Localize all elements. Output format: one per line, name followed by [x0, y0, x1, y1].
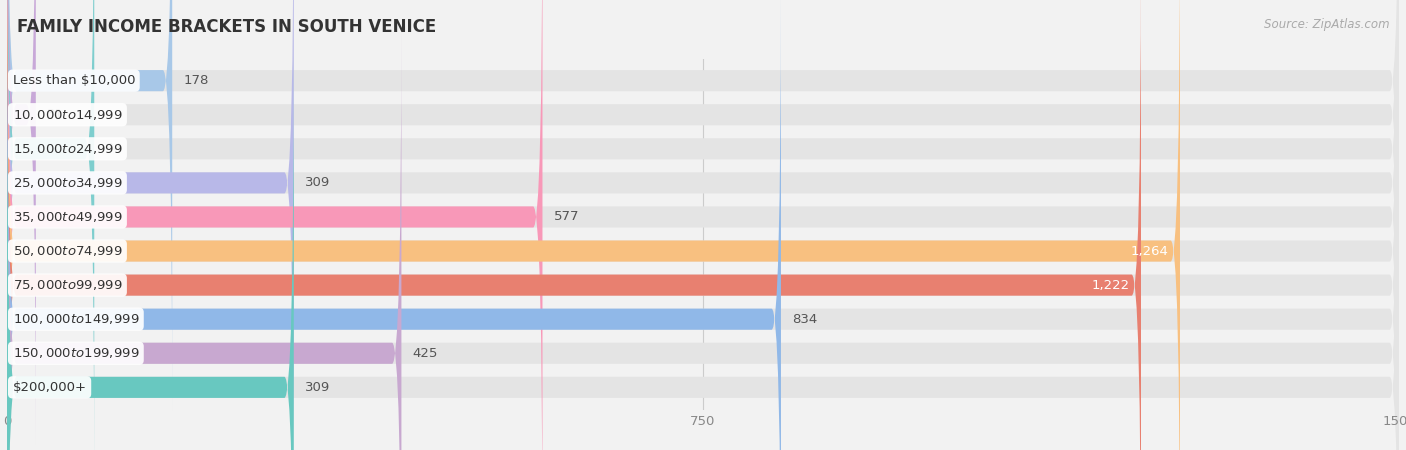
Text: 94: 94: [105, 142, 122, 155]
Text: $15,000 to $24,999: $15,000 to $24,999: [13, 142, 122, 156]
FancyBboxPatch shape: [7, 0, 1399, 450]
FancyBboxPatch shape: [7, 0, 780, 450]
FancyBboxPatch shape: [7, 0, 1399, 445]
FancyBboxPatch shape: [7, 0, 294, 450]
Text: $75,000 to $99,999: $75,000 to $99,999: [13, 278, 122, 292]
Text: Source: ZipAtlas.com: Source: ZipAtlas.com: [1264, 18, 1389, 31]
Text: $200,000+: $200,000+: [13, 381, 87, 394]
Text: $50,000 to $74,999: $50,000 to $74,999: [13, 244, 122, 258]
Text: 577: 577: [554, 211, 579, 224]
Text: 309: 309: [305, 381, 330, 394]
Text: 1,222: 1,222: [1091, 279, 1130, 292]
FancyBboxPatch shape: [7, 0, 35, 445]
FancyBboxPatch shape: [7, 0, 1399, 450]
FancyBboxPatch shape: [7, 0, 543, 450]
FancyBboxPatch shape: [7, 0, 1142, 450]
Text: 178: 178: [183, 74, 208, 87]
Text: 834: 834: [792, 313, 817, 326]
FancyBboxPatch shape: [7, 0, 1399, 411]
Text: 31: 31: [46, 108, 63, 121]
Text: $25,000 to $34,999: $25,000 to $34,999: [13, 176, 122, 190]
Text: 309: 309: [305, 176, 330, 189]
Text: Less than $10,000: Less than $10,000: [13, 74, 135, 87]
FancyBboxPatch shape: [7, 0, 1399, 450]
FancyBboxPatch shape: [7, 0, 1399, 450]
Text: FAMILY INCOME BRACKETS IN SOUTH VENICE: FAMILY INCOME BRACKETS IN SOUTH VENICE: [17, 18, 436, 36]
Text: $150,000 to $199,999: $150,000 to $199,999: [13, 346, 139, 360]
FancyBboxPatch shape: [7, 0, 94, 450]
FancyBboxPatch shape: [7, 23, 1399, 450]
FancyBboxPatch shape: [7, 0, 172, 411]
FancyBboxPatch shape: [7, 57, 1399, 450]
Text: 1,264: 1,264: [1130, 244, 1168, 257]
FancyBboxPatch shape: [7, 57, 294, 450]
FancyBboxPatch shape: [7, 0, 1180, 450]
FancyBboxPatch shape: [7, 23, 402, 450]
FancyBboxPatch shape: [7, 0, 1399, 450]
Text: 425: 425: [412, 347, 437, 360]
Text: $100,000 to $149,999: $100,000 to $149,999: [13, 312, 139, 326]
Text: $10,000 to $14,999: $10,000 to $14,999: [13, 108, 122, 122]
Text: $35,000 to $49,999: $35,000 to $49,999: [13, 210, 122, 224]
FancyBboxPatch shape: [7, 0, 1399, 450]
